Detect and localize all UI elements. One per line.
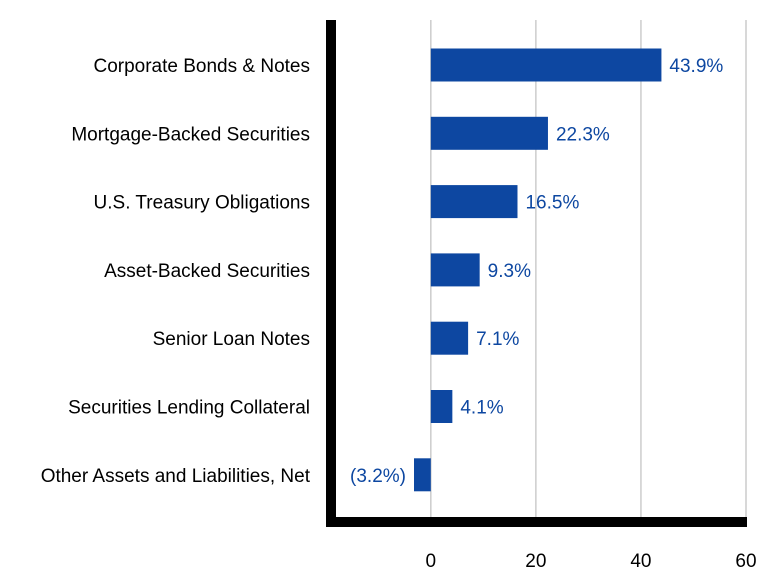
category-label: Corporate Bonds & Notes (93, 56, 310, 77)
bar (430, 116, 548, 150)
data-label: 9.3% (488, 261, 531, 282)
category-label: Asset-Backed Securities (104, 261, 310, 282)
data-label: 43.9% (669, 56, 723, 77)
category-label: Senior Loan Notes (153, 329, 310, 350)
x-tick-label: 0 (426, 551, 437, 572)
data-label: 7.1% (476, 329, 519, 350)
data-label: (3.2%) (350, 466, 406, 487)
data-label: 4.1% (460, 398, 503, 419)
x-tick-label: 40 (630, 551, 651, 572)
x-tick-label: 60 (735, 551, 756, 572)
category-label: Mortgage-Backed Securities (71, 124, 310, 145)
bar (430, 48, 662, 82)
category-label: Other Assets and Liabilities, Net (41, 466, 311, 487)
bar (430, 185, 518, 219)
bars (414, 48, 662, 492)
data-label: 22.3% (556, 124, 610, 145)
x-axis-line (326, 517, 747, 527)
category-label: U.S. Treasury Obligations (94, 193, 310, 214)
labels: 0 20 40 60 Corporate Bonds & Notes 43.9% Mortg… (41, 56, 757, 572)
data-label: 16.5% (525, 193, 579, 214)
axes (326, 20, 747, 527)
bar (430, 390, 453, 423)
bar (430, 253, 480, 287)
y-axis-line (326, 20, 336, 527)
bar (414, 458, 431, 492)
x-tick-label: 20 (525, 551, 546, 572)
category-label: Securities Lending Collateral (68, 398, 310, 419)
bar (430, 321, 469, 355)
